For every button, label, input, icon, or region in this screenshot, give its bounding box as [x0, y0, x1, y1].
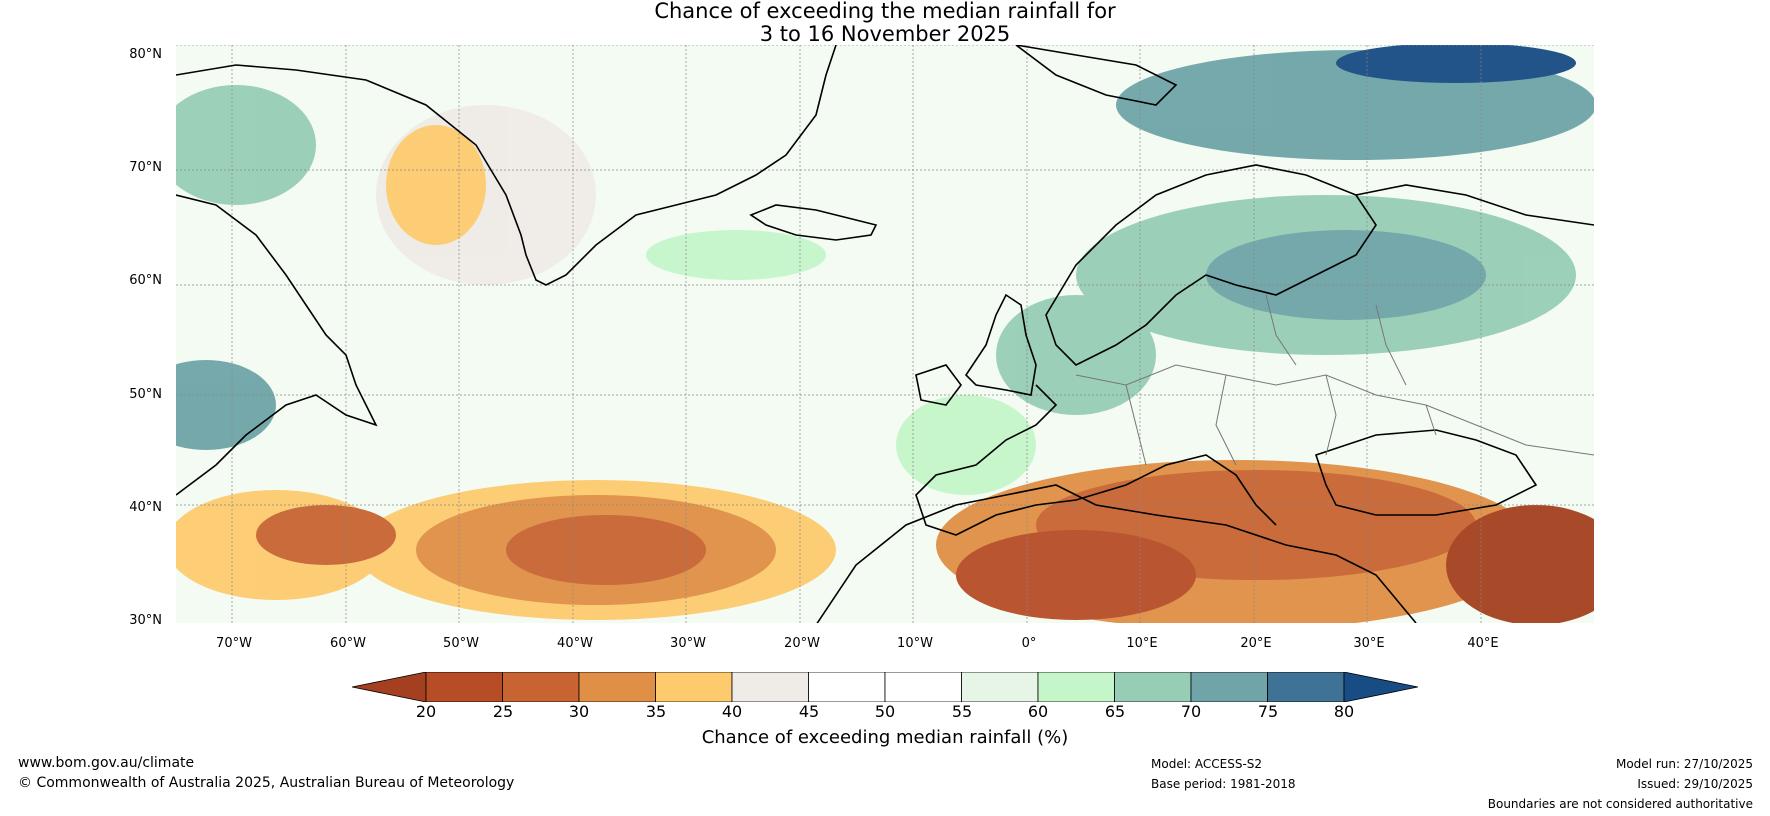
svalbard-coast — [1015, 45, 1178, 106]
lon-label-70w: 70°W — [216, 636, 252, 651]
lat-label-50n: 50°N — [129, 387, 162, 402]
colorbar-segment — [731, 672, 809, 702]
lat-label-70n: 70°N — [129, 160, 162, 175]
footer-disclaimer: Boundaries are not considered authoritat… — [1487, 797, 1753, 811]
lon-label-30e: 30°E — [1353, 636, 1385, 651]
lon-label-0: 0° — [1021, 636, 1037, 651]
colorbar-tick: 50 — [874, 702, 896, 721]
colorbar-segment — [1190, 672, 1268, 702]
shade-atlantic-south-dark — [506, 515, 706, 585]
colorbar-segment — [425, 672, 503, 702]
colorbar-segment — [808, 672, 886, 702]
map-title-line1: Chance of exceeding the median rainfall … — [654, 0, 1116, 23]
colorbar-segment — [961, 672, 1039, 702]
footer-model: Model: ACCESS-S2 — [1151, 757, 1263, 771]
colorbar-tick: 25 — [492, 702, 514, 721]
colorbar-tick: 70 — [1180, 702, 1202, 721]
lon-label-10w: 10°W — [897, 636, 933, 651]
colorbar-tick: 20 — [415, 702, 437, 721]
russia-arctic-coast — [1355, 184, 1594, 226]
footer-issued: Issued: 29/10/2025 — [1637, 777, 1753, 791]
britain-coast — [964, 293, 1037, 396]
colorbar-segment — [578, 672, 656, 702]
scandinavia-coast — [1045, 164, 1377, 366]
shade-canada — [176, 360, 276, 450]
lon-label-10e: 10°E — [1126, 636, 1158, 651]
shade-labrador — [176, 85, 316, 205]
lon-label-20e: 20°E — [1240, 636, 1272, 651]
europe-south-coast — [915, 384, 1277, 536]
lon-label-30w: 30°W — [670, 636, 706, 651]
lat-label-30n: 30°N — [129, 613, 162, 628]
colorbar-tick: 65 — [1104, 702, 1126, 721]
shade-greenland-west — [386, 125, 486, 245]
footer-copyright: © Commonwealth of Australia 2025, Austra… — [18, 775, 515, 791]
shade-britain — [996, 295, 1156, 415]
coastlines — [176, 45, 1594, 623]
shade-subtropics-west-dark — [256, 505, 396, 565]
footer-base-period: Base period: 1981-2018 — [1151, 777, 1296, 791]
colorbar-segment — [884, 672, 962, 702]
footer-model-run: Model run: 27/10/2025 — [1615, 757, 1753, 771]
greenland-coast — [176, 45, 837, 286]
north-america-coast — [176, 194, 378, 496]
north-africa-coast — [816, 484, 1417, 623]
lat-label-80n: 80°N — [129, 47, 162, 62]
colorbar-tick: 40 — [721, 702, 743, 721]
lat-label-60n: 60°N — [129, 273, 162, 288]
lon-label-60w: 60°W — [330, 636, 366, 651]
colorbar-segment — [502, 672, 580, 702]
colorbar-tick: 60 — [1027, 702, 1049, 721]
colorbar-extend-high — [1343, 672, 1418, 702]
colorbar-tick: 75 — [1257, 702, 1279, 721]
shade-arctic-dark — [1336, 45, 1576, 83]
colorbar-label: Chance of exceeding median rainfall (%) — [701, 727, 1069, 748]
country-borders — [1075, 294, 1594, 466]
map-title-line2: 3 to 16 November 2025 — [759, 22, 1011, 46]
lat-label-40n: 40°N — [129, 500, 162, 515]
footer-url[interactable]: www.bom.gov.au/climate — [18, 755, 195, 771]
colorbar-tick: 45 — [798, 702, 820, 721]
colorbar-tick: 30 — [568, 702, 590, 721]
black-sea-coast — [1314, 429, 1538, 516]
lon-label-20w: 20°W — [784, 636, 820, 651]
lon-label-50w: 50°W — [443, 636, 479, 651]
ireland-coast — [915, 364, 962, 406]
colorbar-tick: 35 — [645, 702, 667, 721]
lon-label-40e: 40°E — [1467, 636, 1499, 651]
colorbar-extend-low — [352, 672, 427, 702]
colorbar-segment — [1037, 672, 1115, 702]
colorbar-segment — [1267, 672, 1345, 702]
colorbar-segment — [655, 672, 733, 702]
graticule — [176, 45, 1594, 623]
shade-middle-east — [1446, 505, 1594, 623]
shade-north-africa — [956, 530, 1196, 620]
iceland-coast — [749, 204, 878, 241]
colorbar — [352, 672, 1418, 702]
shade-scandinavia-dark — [1206, 230, 1486, 320]
rainfall-map — [176, 45, 1594, 623]
shade-biscay — [896, 395, 1036, 495]
shade-atlantic-north — [646, 230, 826, 280]
colorbar-tick: 55 — [951, 702, 973, 721]
lon-label-40w: 40°W — [557, 636, 593, 651]
colorbar-segment — [1114, 672, 1192, 702]
colorbar-tick: 80 — [1333, 702, 1355, 721]
